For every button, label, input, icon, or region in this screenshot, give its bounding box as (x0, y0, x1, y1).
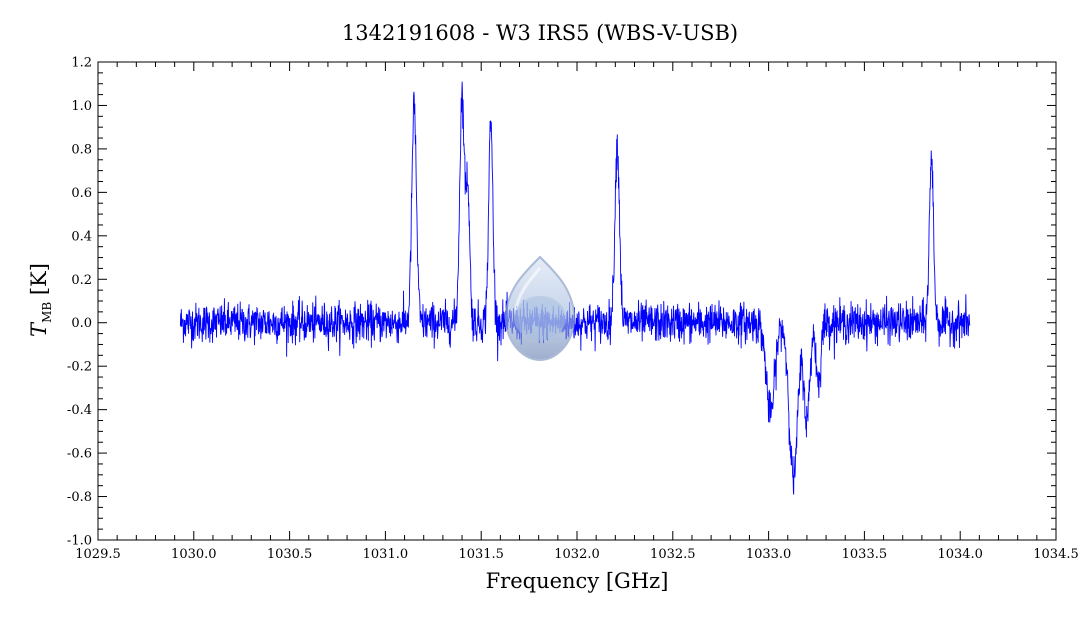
x-tick-labels: 1029.5 1030.0 1030.5 1031.0 1031.5 1032.0 1032… (75, 547, 1079, 562)
y-axis-label-sub: MB (40, 302, 54, 323)
y-axis-label: TMB [K] (27, 263, 54, 337)
y-tick-label: -0.6 (67, 447, 92, 462)
x-tick-label: 1030.5 (267, 547, 313, 562)
series-group (179, 81, 971, 495)
axis-ticks (97, 61, 1057, 541)
y-tick-label: -0.8 (67, 490, 92, 505)
y-tick-labels: -1.0 -0.8 -0.6 -0.4 -0.2 0.0 0.2 0.4 0.6 0.8 1.0 1.… (67, 56, 92, 549)
series-line (179, 81, 971, 495)
x-axis-label: Frequency [GHz] (486, 569, 669, 593)
y-tick-label: 0.8 (71, 142, 92, 157)
x-tick-label: 1034.5 (1033, 547, 1079, 562)
y-tick-label: -0.4 (67, 403, 92, 418)
x-tick-label: 1033.0 (746, 547, 792, 562)
x-tick-label: 1030.0 (171, 547, 217, 562)
y-tick-label: 0.6 (71, 186, 92, 201)
x-tick-label: 1032.5 (650, 547, 696, 562)
chart-title: 1342191608 - W3 IRS5 (WBS-V-USB) (342, 21, 738, 45)
x-tick-label: 1033.5 (842, 547, 888, 562)
y-axis-label-main: T (27, 321, 51, 337)
y-axis-label-unit: [K] (27, 263, 51, 295)
x-tick-label: 1031.5 (458, 547, 504, 562)
droplet-icon (504, 255, 576, 362)
x-tick-label: 1034.0 (937, 547, 983, 562)
x-tick-label: 1032.0 (554, 547, 600, 562)
y-tick-label: -1.0 (67, 534, 92, 549)
y-tick-label: 1.2 (71, 56, 92, 71)
x-tick-label: 1031.0 (363, 547, 409, 562)
y-tick-label: 0.0 (71, 316, 92, 331)
y-tick-label: 0.4 (71, 229, 92, 244)
x-tick-label: 1029.5 (75, 547, 121, 562)
y-tick-label: -0.2 (67, 360, 92, 375)
y-tick-label: 0.2 (71, 273, 92, 288)
svg-text:TMB [K]: TMB [K] (27, 263, 54, 337)
plot-frame (97, 61, 1057, 541)
y-tick-label: 1.0 (71, 99, 92, 114)
